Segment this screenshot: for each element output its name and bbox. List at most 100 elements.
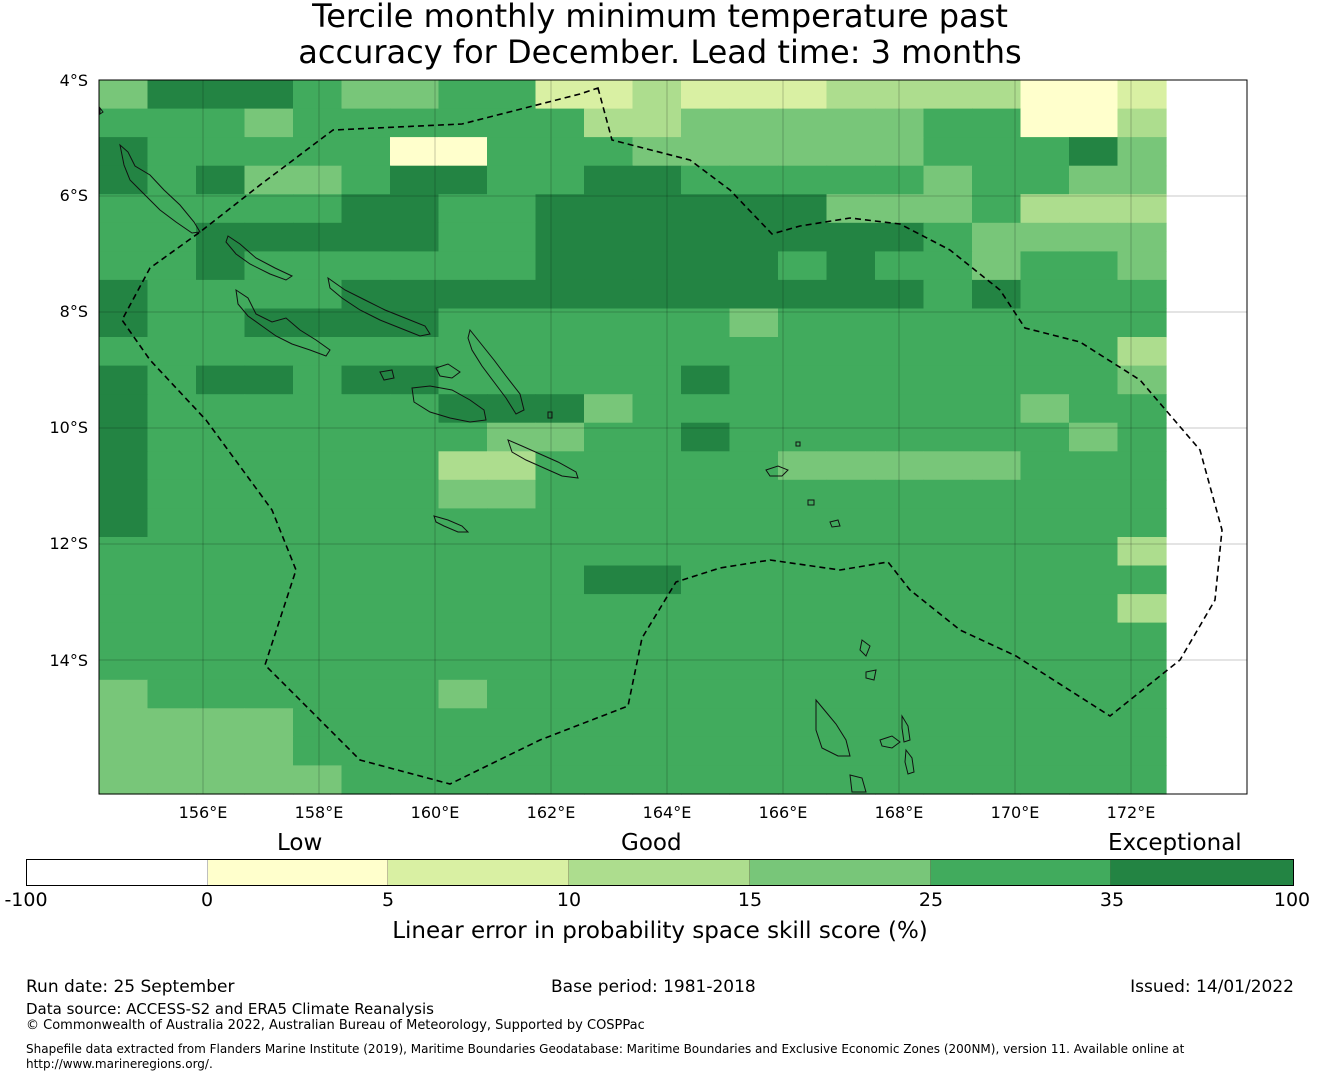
skill-cell [1117,479,1167,509]
skill-cell [875,451,925,481]
skill-cell [1117,80,1167,110]
skill-cell [729,308,779,338]
skill-cell [681,651,731,681]
vanuatu-ambrym [904,748,915,775]
skill-cell [1020,765,1070,795]
skill-cell [293,279,343,310]
skill-cell [681,365,731,395]
skill-cell [487,765,537,795]
run-date: Run date: 25 September [26,977,235,997]
banks-islands [865,669,877,681]
skill-cell [147,537,197,567]
skill-cell [147,594,197,624]
skill-cell [632,765,682,795]
skill-cell [972,194,1022,224]
skill-cell [826,394,876,424]
skill-cell [293,422,343,452]
eez-boundary [121,86,1223,785]
skill-cell [729,194,779,224]
skill-cell [390,137,440,167]
skill-cell [729,137,779,167]
skill-cell [1069,365,1119,395]
skill-cell [293,394,343,424]
skill-cell [1069,422,1119,452]
skill-cell [923,451,973,481]
skill-cell [584,508,634,538]
base-period: Base period: 1981-2018 [551,977,756,997]
skill-cell [729,422,779,452]
vanuatu-malakula [879,735,901,749]
skill-cell [875,537,925,567]
skill-cell [293,537,343,567]
skill-cell [1069,279,1119,310]
skill-cell [1020,537,1070,567]
skill-cell [341,479,391,509]
skill-cell [826,137,876,167]
lat-label-6s: 6°S [59,186,88,205]
skill-cell [584,594,634,624]
skill-cell [729,565,779,595]
skill-cell [390,451,440,481]
skill-cell [729,622,779,652]
skill-cell [390,80,440,110]
skill-cell [99,651,149,681]
skill-cell [99,365,149,395]
skill-cell [293,451,343,481]
colorbar [26,859,1294,886]
skill-cell [584,736,634,767]
skill-cell [923,394,973,424]
skill-cell [1117,279,1167,310]
lon-label-168e: 168°E [874,803,924,822]
small-islet-3 [547,411,553,419]
skill-cell [778,622,828,652]
skill-cell [535,736,585,767]
skill-cell [535,308,585,338]
skill-cell [535,765,585,795]
skill-cell [972,765,1022,795]
skill-cell [99,222,149,252]
skill-cell [196,537,246,567]
skill-cell [778,537,828,567]
skill-cell [778,565,828,595]
skill-cell [487,194,537,224]
skill-cell [1020,651,1070,681]
skill-cell [244,308,294,338]
skill-cell [1020,679,1070,709]
skill-cell [1117,594,1167,624]
skill-cell [390,422,440,452]
skill-cell [778,194,828,224]
skill-cell [438,594,488,624]
skill-cell [487,708,537,738]
malaita-island [467,328,525,415]
skill-cell [293,365,343,395]
skill-cell [729,222,779,252]
skill-cell [1117,565,1167,595]
skill-cell [972,537,1022,567]
skill-cell [390,165,440,195]
skill-cell [923,479,973,509]
skill-cell [778,308,828,338]
skill-cell [826,251,876,281]
rennell-island [433,515,470,533]
skill-cell [778,279,828,310]
skill-cell [923,708,973,738]
skill-cell [244,251,294,281]
skill-cell [487,337,537,367]
colorbar-tick: 0 [200,889,214,911]
skill-cell [293,80,343,110]
skill-cell [875,165,925,195]
skill-cell [681,251,731,281]
skill-cell [244,736,294,767]
skill-cell [341,622,391,652]
skill-cell [778,394,828,424]
skill-cell [972,508,1022,538]
skill-cell [390,708,440,738]
skill-cell [778,80,828,110]
skill-cell [1069,651,1119,681]
skill-cell [99,765,149,795]
skill-cell [826,365,876,395]
skill-cell [681,194,731,224]
choiseul-island [225,235,294,281]
skill-cell [826,565,876,595]
skill-cell [681,165,731,195]
